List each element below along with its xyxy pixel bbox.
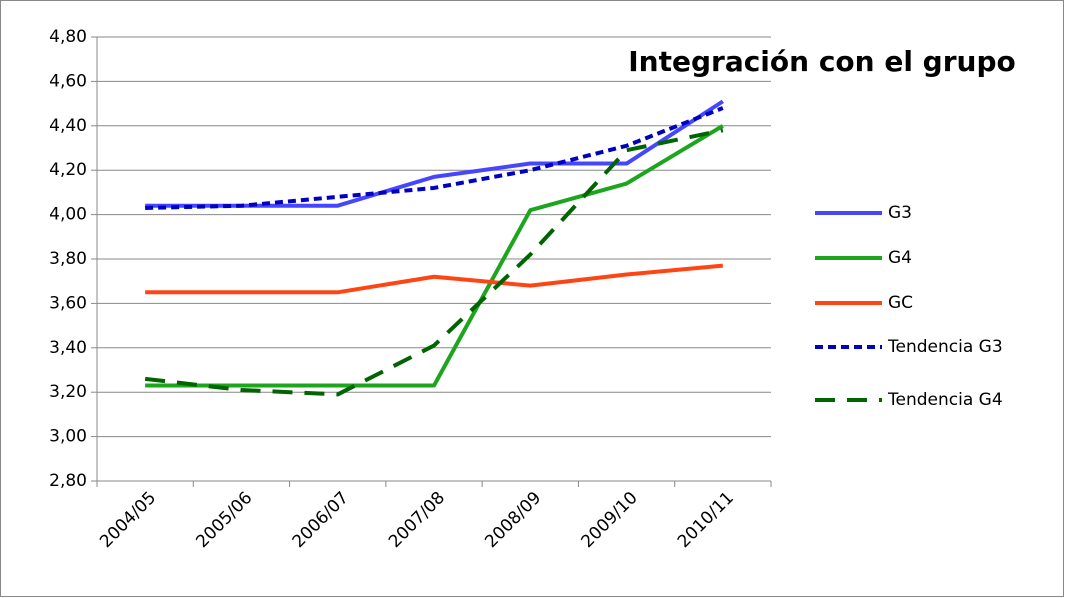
series-line (144, 128, 724, 397)
y-tick-label: 4,60 (49, 71, 87, 91)
y-tick-label: 4,00 (49, 205, 87, 225)
y-tick-label: 4,20 (49, 160, 87, 180)
series-line (145, 106, 724, 210)
y-tick-label: 3,40 (49, 338, 87, 358)
legend-label: G3 (888, 203, 912, 223)
y-tick-label: 3,80 (49, 249, 87, 269)
y-tick-label: 2,80 (49, 471, 87, 491)
series-line (145, 124, 724, 388)
series-line (145, 263, 724, 295)
y-tick-label: 3,60 (49, 293, 87, 313)
chart-title: Integración con el grupo (628, 45, 1016, 78)
legend-label: Tendencia G3 (887, 337, 1003, 357)
y-tick-label: 3,00 (49, 427, 87, 447)
y-tick-label: 4,80 (49, 27, 87, 47)
legend-label: G4 (888, 248, 912, 268)
legend-label: Tendencia G4 (887, 390, 1003, 410)
legend-label: GC (888, 293, 913, 313)
y-tick-label: 3,20 (49, 382, 87, 402)
y-tick-label: 4,40 (49, 116, 87, 136)
